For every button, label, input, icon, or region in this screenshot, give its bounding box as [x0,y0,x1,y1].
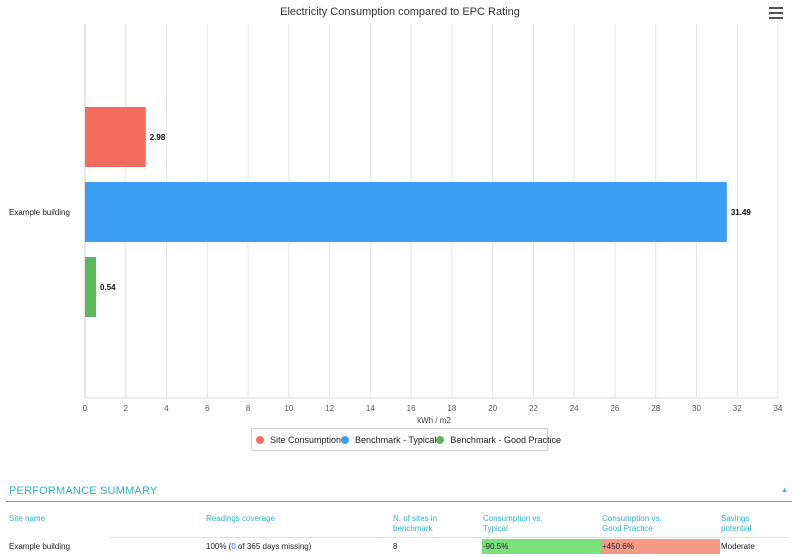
section-title: PERFORMANCE SUMMARY [9,485,158,497]
x-tick-label: 8 [246,404,251,413]
col-header-consumption-typical[interactable]: Consumption vs. Typical [483,514,543,534]
col-header-savings-potential[interactable]: Savings potential [721,514,751,534]
cell-n-sites: 8 [393,542,398,551]
performance-summary-header: PERFORMANCE SUMMARY ▲ [6,484,792,502]
bar-benchmark-good-practice [85,257,97,317]
legend-label: Benchmark - Good Practice [450,434,561,445]
bar-site-consumption [85,107,146,167]
hamburger-menu-icon[interactable] [769,7,783,19]
coverage-prefix: 100% ( [206,542,232,551]
coverage-suffix: of 365 days missing) [235,542,312,551]
col-header-readings-coverage[interactable]: Readings coverage [206,514,275,523]
x-tick-label: 14 [366,404,375,413]
legend-dot-green [436,435,445,444]
cell-savings-potential: Moderate [721,542,755,551]
legend-label: Site Consumption [270,434,342,445]
chart-title: Electricity Consumption compared to EPC … [280,6,520,18]
x-tick-label: 2 [124,404,129,413]
x-tick-label: 10 [284,404,293,413]
header-line: Good Practice [602,524,653,533]
x-axis-ticks: 0 2 4 6 8 10 12 14 16 18 20 22 24 26 28 30 32 34 [83,404,783,413]
caret-up-icon[interactable]: ▲ [781,487,788,494]
bar-data-label: 0.54 [100,283,116,292]
x-tick-label: 24 [570,404,579,413]
legend-dot-blue [341,435,350,444]
legend-item-benchmark-typical[interactable]: Benchmark - Typical [341,435,436,445]
cell-consumption-typical: -90.5% [482,539,601,554]
x-tick-label: 16 [407,404,416,413]
header-line: N. of sites in [393,514,438,523]
x-tick-label: 30 [692,404,701,413]
header-line: Consumption vs. [483,514,543,523]
col-header-consumption-good-practice[interactable]: Consumption vs. Good Practice [602,514,662,534]
x-tick-label: 12 [325,404,334,413]
category-label: Example building [9,208,70,217]
col-header-site-name[interactable]: Site name [9,514,46,523]
header-line: Consumption vs. [602,514,662,523]
header-line: benchmark [393,524,433,533]
bar-data-label: 31.49 [731,208,752,217]
chart-bars [85,107,727,317]
x-tick-label: 28 [651,404,660,413]
legend-dot-red [256,435,264,444]
chart-legend: Site Consumption Benchmark - Typical Ben… [251,428,561,451]
x-tick-label: 34 [774,404,783,413]
x-tick-label: 18 [447,404,456,413]
cell-readings-coverage: 100% (0 of 365 days missing) [206,539,311,554]
header-line: Savings [721,514,750,523]
table-row-divider [110,537,788,538]
cell-consumption-good-practice: +450.6% [601,539,720,554]
legend-item-site-consumption[interactable]: Site Consumption [256,435,341,445]
header-line: Typical [483,524,508,533]
x-axis-label: kWh / m2 [417,416,451,425]
cell-site-name[interactable]: Example building [9,542,70,551]
x-tick-label: 20 [488,404,497,413]
x-tick-label: 32 [733,404,742,413]
legend-item-benchmark-good-practice[interactable]: Benchmark - Good Practice [436,435,561,445]
x-tick-label: 6 [205,404,210,413]
electricity-bar-chart: Electricity Consumption compared to EPC … [9,6,783,425]
chart-data-labels: 2.98 31.49 0.54 [100,133,751,292]
x-tick-label: 22 [529,404,538,413]
bar-data-label: 2.98 [150,133,166,142]
header-line: potential [721,524,752,533]
x-tick-label: 26 [610,404,619,413]
col-header-n-sites[interactable]: N. of sites in benchmark [393,514,437,534]
legend-label: Benchmark - Typical [355,434,437,445]
coverage-missing-link[interactable]: 0 [231,542,236,551]
bar-benchmark-typical [85,182,727,242]
x-tick-label: 0 [83,404,88,413]
x-tick-label: 4 [164,404,169,413]
